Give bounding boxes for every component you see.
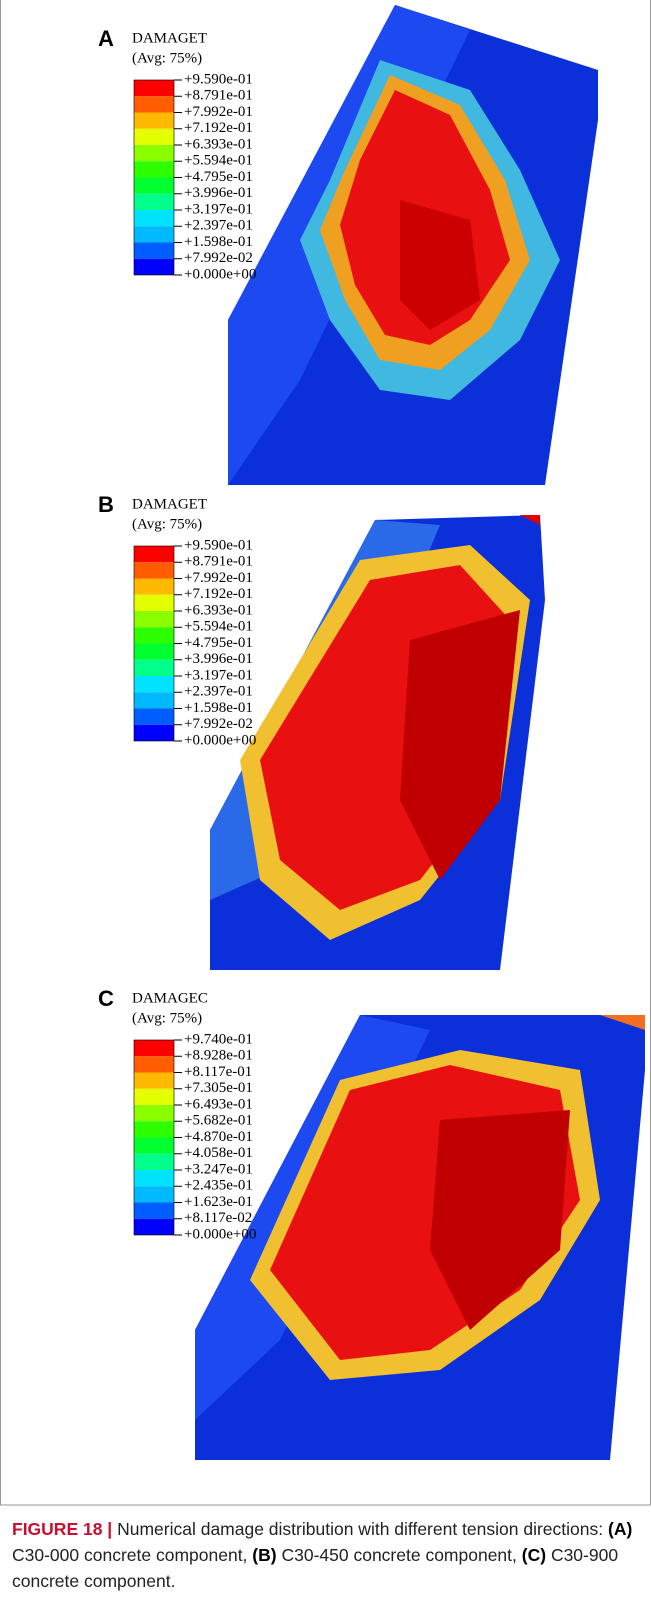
legend-label: +8.117e-02	[184, 1210, 252, 1226]
simulation-b	[210, 515, 545, 970]
legend-label: +7.305e-01	[184, 1080, 253, 1096]
caption-item: C30-900 concrete component.	[12, 1545, 619, 1591]
caption-label: FIGURE 18 |	[12, 1519, 113, 1539]
legend-label: +7.192e-01	[184, 586, 253, 602]
legend-title: DAMAGEC	[132, 990, 208, 1006]
legend-label: +3.197e-01	[184, 667, 253, 683]
caption-item: C30-450 concrete component,	[281, 1545, 517, 1565]
legend-swatch	[134, 1121, 174, 1138]
legend-label: +8.791e-01	[184, 554, 253, 570]
legend-label: +0.000e+00	[184, 732, 256, 748]
legend-label: +4.795e-01	[184, 635, 253, 651]
legend-swatch	[134, 80, 174, 97]
caption-text: Numerical damage distribution with diffe…	[117, 1519, 604, 1539]
legend-title: DAMAGET	[132, 496, 207, 512]
legend-label: +6.493e-01	[184, 1096, 253, 1112]
legend-averaging: (Avg: 75%)	[132, 1010, 202, 1026]
caption-tag: (C)	[521, 1545, 547, 1565]
legend-label: +5.594e-01	[184, 619, 253, 635]
legend-swatch	[134, 708, 174, 725]
legend-label: +8.117e-01	[184, 1064, 252, 1080]
legend-swatch	[134, 1040, 174, 1057]
legend-swatch	[134, 594, 174, 611]
legend-swatch	[134, 1202, 174, 1219]
legend-label: +1.598e-01	[184, 700, 253, 716]
legend-swatch	[134, 1137, 174, 1154]
legend-swatch	[134, 258, 174, 275]
legend-swatch	[134, 128, 174, 145]
legend-swatch	[134, 659, 174, 676]
legend-swatch	[134, 1105, 174, 1122]
simulation-a	[228, 5, 598, 485]
legend-label: +0.000e+00	[184, 1226, 256, 1242]
legend-swatch	[134, 226, 174, 243]
legend-swatch	[134, 643, 174, 660]
legend-label: +8.928e-01	[184, 1048, 253, 1064]
legend-swatch	[134, 1072, 174, 1089]
legend-swatch	[134, 96, 174, 113]
legend-swatch	[134, 1186, 174, 1203]
caption-tag: (B)	[252, 1545, 277, 1565]
legend-swatch	[134, 161, 174, 178]
legend-swatch	[134, 1056, 174, 1073]
legend-label: +3.996e-01	[184, 185, 253, 201]
legend-swatch	[134, 676, 174, 693]
legend-label: +2.397e-01	[184, 218, 253, 234]
legend-label: +0.000e+00	[184, 266, 256, 282]
legend-swatch	[134, 1218, 174, 1235]
legend-title: DAMAGET	[132, 30, 207, 46]
legend-averaging: (Avg: 75%)	[132, 50, 202, 66]
legend-swatch	[134, 242, 174, 259]
legend-label: +2.397e-01	[184, 684, 253, 700]
legend-swatch	[134, 724, 174, 741]
legend-label: +3.247e-01	[184, 1161, 253, 1177]
legend-label: +8.791e-01	[184, 88, 253, 104]
panel-label: B	[98, 492, 114, 517]
legend-label: +6.393e-01	[184, 136, 253, 152]
legend-swatch	[134, 112, 174, 129]
legend-label: +4.058e-01	[184, 1145, 253, 1161]
caption-tag: (A)	[608, 1519, 633, 1539]
legend-swatch	[134, 177, 174, 194]
simulation-c	[195, 1015, 645, 1460]
legend-label: +3.197e-01	[184, 201, 253, 217]
legend-label: +9.590e-01	[184, 537, 253, 553]
caption: FIGURE 18 | Numerical damage distributio…	[12, 1516, 637, 1594]
legend-swatch	[134, 562, 174, 579]
legend-averaging: (Avg: 75%)	[132, 516, 202, 532]
panel-label: A	[98, 26, 114, 51]
legend-label: +1.598e-01	[184, 234, 253, 250]
legend-label: +7.992e-02	[184, 250, 253, 266]
legend-label: +7.992e-01	[184, 104, 253, 120]
legend-swatch	[134, 1088, 174, 1105]
legend-swatch	[134, 1153, 174, 1170]
legend-swatch	[134, 193, 174, 210]
legend-label: +7.192e-01	[184, 120, 253, 136]
legend-label: +1.623e-01	[184, 1194, 253, 1210]
legend-label: +2.435e-01	[184, 1178, 253, 1194]
legend-label: +5.682e-01	[184, 1113, 253, 1129]
caption-item: C30-000 concrete component,	[12, 1545, 248, 1565]
legend-label: +5.594e-01	[184, 153, 253, 169]
legend-swatch	[134, 546, 174, 563]
legend-label: +7.992e-02	[184, 716, 253, 732]
legend-swatch	[134, 1170, 174, 1187]
legend-label: +9.740e-01	[184, 1031, 253, 1047]
legend-label: +6.393e-01	[184, 602, 253, 618]
legend-swatch	[134, 627, 174, 644]
legend-label: +4.795e-01	[184, 169, 253, 185]
legend-swatch	[134, 145, 174, 162]
legend-label: +4.870e-01	[184, 1129, 253, 1145]
legend-label: +9.590e-01	[184, 71, 253, 87]
legend-swatch	[134, 692, 174, 709]
legend-swatch	[134, 210, 174, 227]
panel-label: C	[98, 986, 114, 1011]
legend-swatch	[134, 578, 174, 595]
legend-swatch	[134, 611, 174, 628]
legend-label: +7.992e-01	[184, 570, 253, 586]
legend-label: +3.996e-01	[184, 651, 253, 667]
